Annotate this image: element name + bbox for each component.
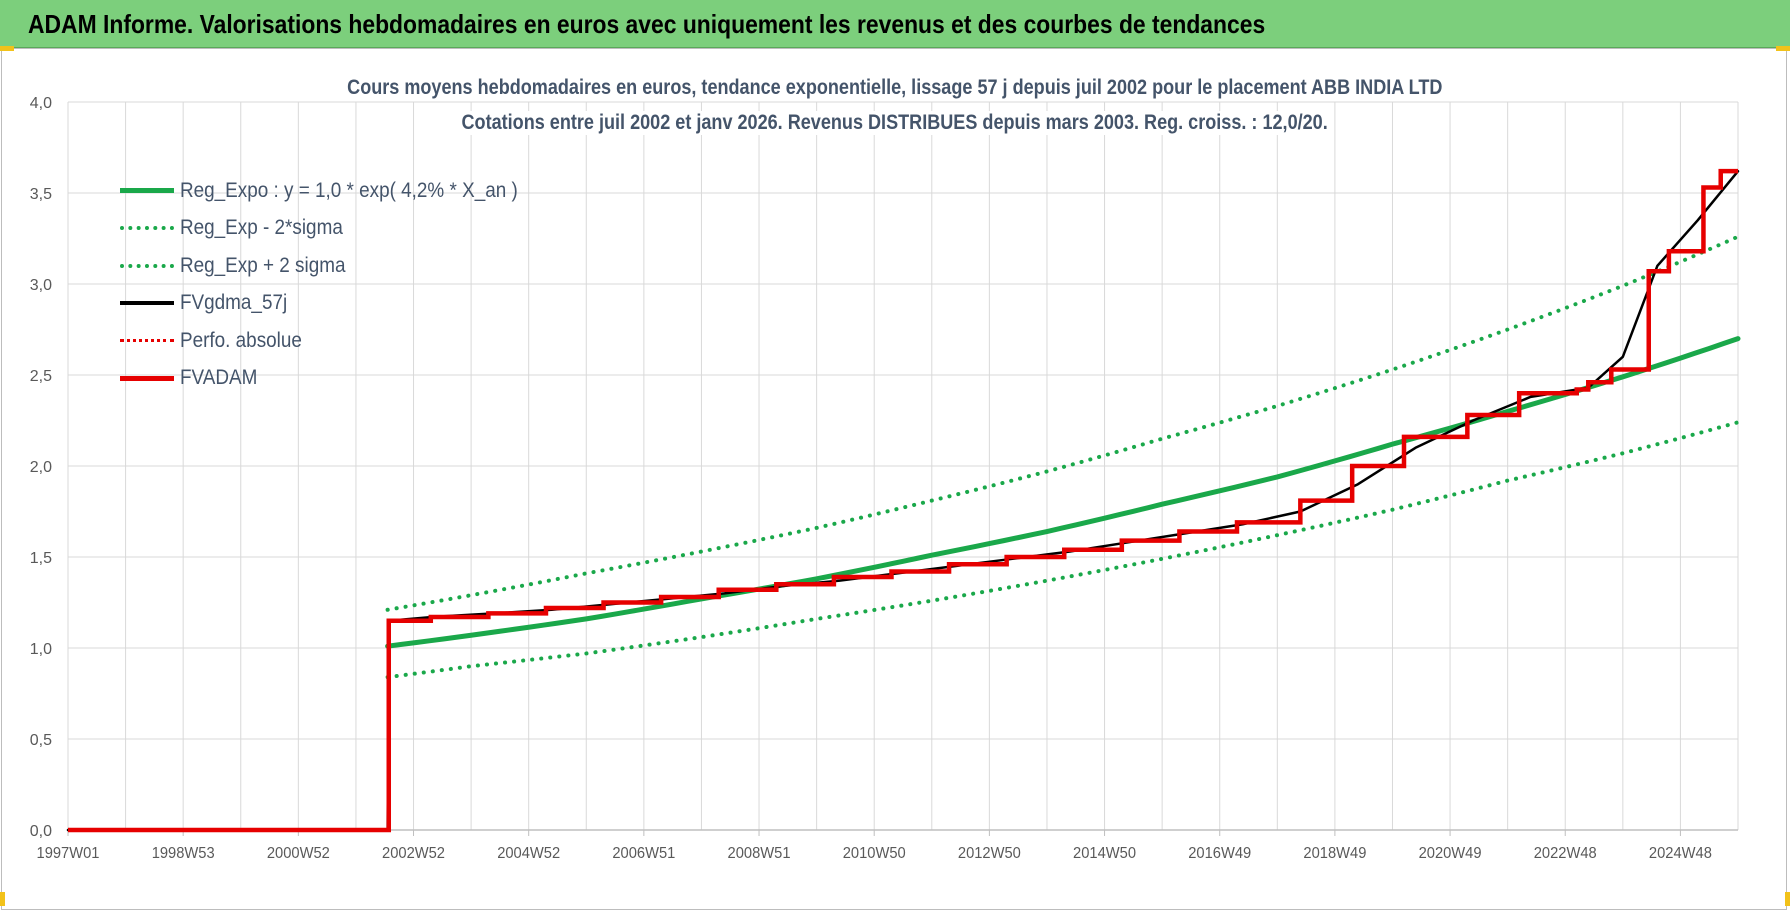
y-tick-label: 0,5 (30, 732, 52, 749)
x-tick-label: 1998W53 (152, 844, 215, 862)
chart-title: Cours moyens hebdomadaires en euros, ten… (0, 76, 1790, 100)
x-tick-label: 2014W50 (1073, 844, 1136, 862)
legend-item-fvgdma: FVgdma_57j (120, 285, 555, 323)
legend-label: Perfo. absolue (180, 328, 302, 352)
y-tick-label: 3,0 (30, 277, 52, 294)
y-tick-label: 0,0 (30, 823, 52, 840)
y-tick-label: 2,0 (30, 459, 52, 476)
legend-swatch-dotted-green (120, 226, 174, 231)
chart-subtitle: Cotations entre juil 2002 et janv 2026. … (0, 111, 1790, 135)
y-tick-label: 4,0 (30, 95, 52, 112)
grid-lines (67, 101, 1739, 831)
axes: 0,0 0,5 1,0 1,5 2,0 2,5 3,0 3,5 4,0 1997W01 1998W5… (30, 95, 1738, 862)
x-tick-label: 2018W49 (1303, 844, 1366, 862)
y-tick-label: 1,5 (30, 550, 52, 567)
x-tick-label: 2016W49 (1188, 844, 1251, 862)
legend-label: Reg_Exp + 2 sigma (180, 253, 346, 277)
series-line-reg-expo-y-1-0-exp-4-2-x-an (385, 336, 1741, 649)
legend-swatch-dotted-red (120, 339, 174, 343)
legend-swatch-solid-black (120, 301, 174, 306)
legend-item-reg-exp-plus: Reg_Exp + 2 sigma (120, 247, 555, 285)
x-tick-label: 2020W49 (1419, 844, 1482, 862)
y-tick-label: 3,5 (30, 186, 52, 203)
legend-label: Reg_Expo : y = 1,0 * exp( 4,2% * X_an ) (180, 178, 518, 202)
legend-swatch-dotted-green (120, 263, 174, 268)
legend-label: FVADAM (180, 366, 258, 390)
series-line-reg-exp-2-sigma (385, 420, 1740, 680)
corner-marker-top-right (1776, 46, 1790, 51)
y-tick-label: 1,0 (30, 641, 52, 658)
corner-marker-bottom-left (0, 892, 5, 906)
series-layer (66, 168, 1741, 833)
x-tick-label: 2002W52 (382, 844, 445, 862)
series-line-fvadam (68, 168, 1738, 833)
x-tick-label: 2024W48 (1649, 844, 1712, 862)
banner-title: ADAM Informe. Valorisations hebdomadaire… (28, 9, 1266, 39)
legend-swatch-solid-red (120, 375, 174, 381)
corner-marker-bottom-right (1785, 892, 1790, 906)
x-tick-label: 2010W50 (843, 844, 906, 862)
corner-marker-top-left (0, 46, 14, 51)
report-banner: ADAM Informe. Valorisations hebdomadaire… (0, 0, 1790, 48)
line-chart: 0,0 0,5 1,0 1,5 2,0 2,5 3,0 3,5 4,0 1997W01 1998W5… (30, 95, 1741, 862)
x-tick-label: 1997W01 (37, 844, 100, 862)
legend-label: Reg_Exp - 2*sigma (180, 216, 343, 240)
legend-item-reg-expo: Reg_Expo : y = 1,0 * exp( 4,2% * X_an ) (120, 172, 555, 210)
y-tick-label: 2,5 (30, 368, 52, 385)
series-line-reg-exp-2-sigma (385, 234, 1740, 612)
legend-item-fvadam: FVADAM (120, 360, 555, 398)
chart-title-text: Cours moyens hebdomadaires en euros, ten… (342, 76, 1448, 100)
chart-frame (1, 48, 1787, 910)
x-tick-label: 2012W50 (958, 844, 1021, 862)
legend-label: FVgdma_57j (180, 291, 288, 315)
x-tick-label: 2022W48 (1534, 844, 1597, 862)
x-tick-label: 2008W51 (728, 844, 791, 862)
chart-legend: Reg_Expo : y = 1,0 * exp( 4,2% * X_an ) … (120, 172, 555, 397)
chart-subtitle-text: Cotations entre juil 2002 et janv 2026. … (456, 111, 1334, 135)
legend-item-perfo-absolue: Perfo. absolue (120, 322, 555, 360)
x-tick-label: 2004W52 (497, 844, 560, 862)
legend-swatch-solid-green (120, 188, 174, 194)
x-tick-label: 2006W51 (612, 844, 675, 862)
legend-item-reg-exp-minus: Reg_Exp - 2*sigma (120, 210, 555, 248)
x-tick-label: 2000W52 (267, 844, 330, 862)
